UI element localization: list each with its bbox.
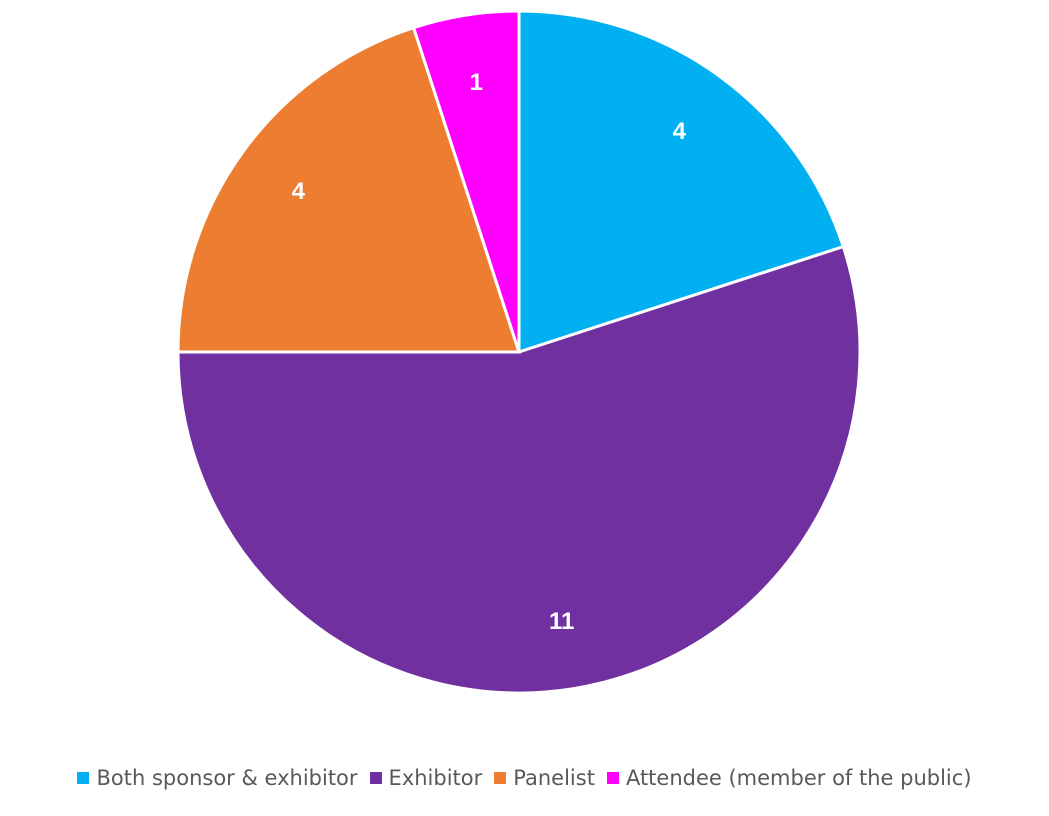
pie-slice-panelist [176, 25, 522, 354]
legend-item-attendee-member-of-the-public: Attendee (member of the public) [606, 766, 972, 790]
legend: Both sponsor & exhibitor Exhibitor Panelis… [0, 766, 1049, 790]
data-label-both-sponsor-exhibitor: 4 [673, 118, 687, 145]
pie-data-labels: 4 11 4 1 [292, 69, 687, 635]
legend-item-exhibitor: Exhibitor [369, 766, 483, 790]
data-label-panelist: 4 [292, 178, 306, 205]
legend-swatch [77, 772, 90, 784]
pie-slice-both-sponsor-exhibitor [517, 9, 846, 355]
data-label-exhibitor: 11 [549, 608, 574, 635]
legend-item-panelist: Panelist [494, 766, 595, 790]
legend-item-both-sponsor-exhibitor: Both sponsor & exhibitor [77, 766, 358, 790]
legend-label: Attendee (member of the public) [625, 766, 972, 790]
pie-slice-exhibitor [176, 244, 862, 695]
legend-label: Exhibitor [388, 766, 483, 790]
pie-slices [176, 9, 862, 695]
legend-label: Panelist [513, 766, 595, 790]
pie-chart: 4 11 4 1 [176, 9, 862, 695]
pie-slice-attendee-member-of-the-public [411, 9, 521, 353]
legend-swatch [369, 772, 382, 784]
legend-swatch [494, 772, 507, 784]
legend-label: Both sponsor & exhibitor [96, 766, 358, 790]
data-label-attendee-member-of-the-public: 1 [470, 69, 483, 96]
legend-swatch [606, 772, 619, 784]
